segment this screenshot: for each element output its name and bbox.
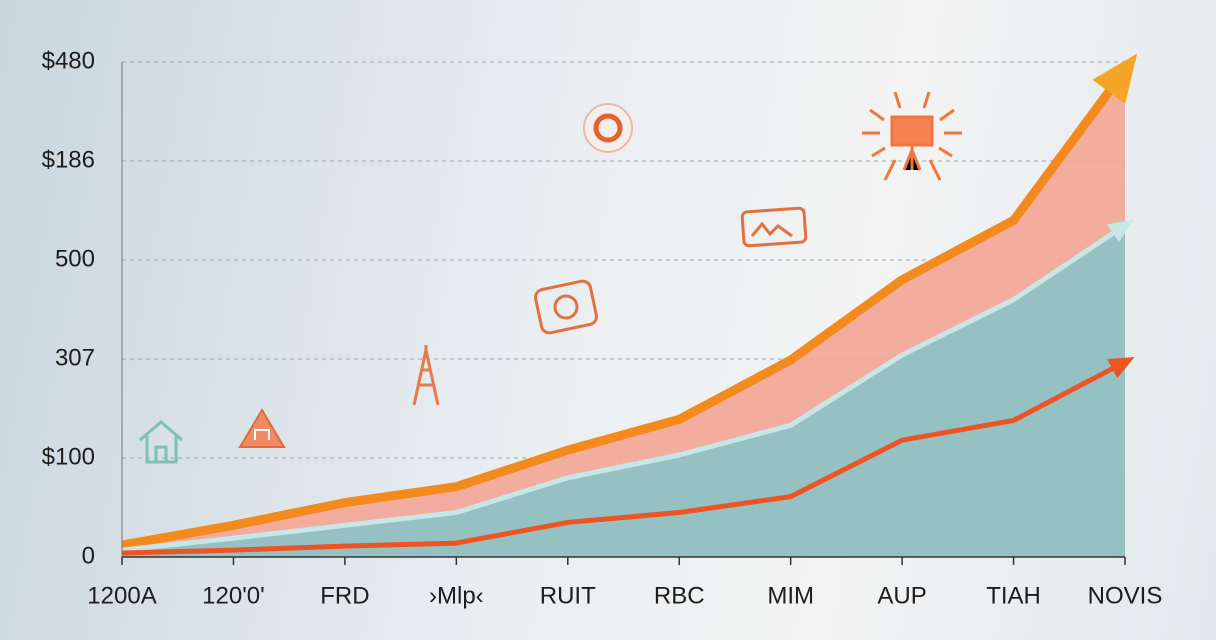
series-line [121,359,1127,556]
x-tick-label: RBC [654,582,705,609]
y-tick-label: 0 [82,542,95,569]
arrow-head [1107,356,1135,379]
warning-icon [238,408,286,448]
x-tick-label: AUP [877,582,926,609]
arrow-head [1107,219,1134,243]
y-tick-label: $480 [42,47,95,74]
area-fill [122,225,1125,558]
y-tick-label: $186 [42,146,95,173]
y-tick-label: 307 [55,344,95,371]
series-line [121,67,1129,550]
decorative-icons [139,53,1138,464]
card-icon [740,206,808,248]
x-tick-label: 120'0' [202,582,265,609]
x-tick-label: RUIT [540,582,596,609]
camera-icon [534,279,598,335]
x-tick-label: TIAH [986,582,1041,609]
tower-icon [412,345,440,406]
arrow-head [1092,53,1138,104]
x-tick-label: ›Mlp‹ [429,582,484,609]
x-tick-label: NOVIS [1088,582,1163,609]
x-tick-label: MIM [767,582,814,609]
house-icon [139,420,183,464]
y-tick-label: $100 [42,443,95,470]
target-icon [583,103,633,153]
y-tick-label: 500 [55,245,95,272]
series-line [121,223,1127,553]
x-tick-label: 1200A [87,582,156,609]
sun-icon [862,91,962,181]
x-tick-label: FRD [320,582,369,609]
